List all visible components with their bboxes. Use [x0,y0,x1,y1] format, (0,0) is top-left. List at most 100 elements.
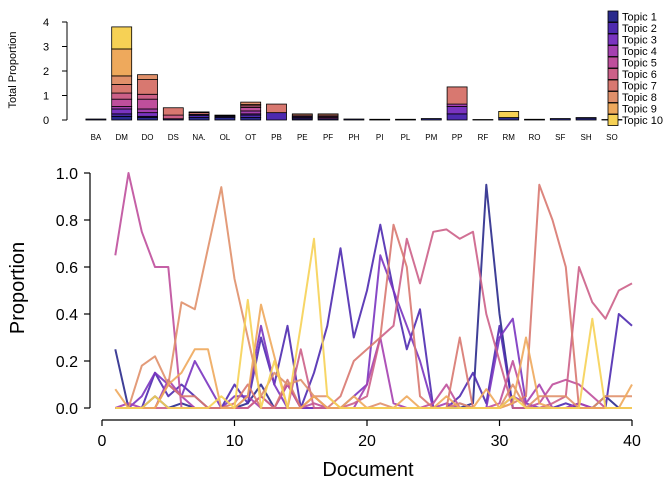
bar-x-tick-label: SH [581,133,592,142]
bar-x-tick-label: OL [220,133,231,142]
legend-entry: Topic 4 [622,46,657,58]
line-x-tick-label: 40 [623,433,641,450]
line-y-tick-label: 0.2 [56,354,78,371]
line-y-tick-label: 0.0 [56,401,78,418]
bar-x-tick-label: RM [502,133,515,142]
bar-segment [137,93,158,100]
bar-segment [137,79,158,95]
line-series-5 [114,172,632,409]
bar-segment [420,118,442,121]
bar-y-tick-label: 0 [43,115,49,127]
bar-x-tick-label: DS [168,133,179,142]
bar-segment [343,118,365,121]
bar-x-tick-label: DM [115,133,128,142]
bar-x-tick-label: RF [478,133,489,142]
legend-entry: Topic 8 [622,92,657,104]
bar-y-axis-label: Total Proportion [7,31,19,108]
bar-x-tick-label: BA [91,133,102,142]
bar-segment [446,113,468,121]
bar-segment [472,119,494,121]
line-axes: 0.0 0.2 0.4 0.6 0.8 1.0 0 10 20 30 40 [56,166,641,450]
bar-y-tick-label: 3 [43,42,49,54]
bar-segment [317,113,339,116]
line-y-tick-label: 1.0 [56,166,78,183]
line-series-4 [114,336,632,409]
bar-x-tick-label: PL [401,133,411,142]
legend-swatch [607,22,619,34]
line-x-tick-label: 20 [358,433,376,450]
legend-swatch [607,45,619,57]
bar-segment [162,107,184,116]
bar-x-tick-label: PP [452,133,463,142]
line-chart: 0.0 0.2 0.4 0.6 0.8 1.0 0 10 20 30 40 Document Pro… [7,166,641,480]
legend-entry: Topic 6 [622,69,657,81]
legend-swatch [607,68,619,80]
legend-swatch [607,10,619,23]
line-x-tick-label: 30 [491,433,509,450]
bar-segment [240,101,262,105]
legend-swatch [607,33,619,46]
bar-x-tick-label: PB [271,133,282,142]
legend-entry: Topic 3 [622,35,657,47]
bar-segment [137,74,158,80]
bar-segment [549,118,571,121]
line-series [114,172,633,409]
bar-segment [111,92,133,100]
bar-x-tick-label: PI [376,133,384,142]
bar-segment [188,111,210,114]
line-series-7 [115,183,632,409]
line-y-tick-label: 0.6 [56,260,78,277]
line-x-tick-label: 10 [226,433,244,450]
bar-segment [137,98,158,110]
bar-x-tick-label: PM [425,133,437,142]
bar-segment [291,113,313,116]
legend-entry: Topic 9 [622,104,657,116]
legend-swatch [607,114,619,126]
line-x-axis-label: Document [322,459,414,480]
legend-entry: Topic 7 [622,81,657,93]
bar-segment [369,118,391,121]
bar-segment [266,112,287,121]
bar-segment [111,75,133,85]
legend-swatch [607,91,619,103]
legend-swatch [607,79,619,92]
line-series-8 [115,186,632,409]
bar-x-tick-label: SF [555,133,565,142]
line-series-3 [115,254,632,409]
bar-segment [524,118,545,121]
bar-segment [137,112,158,117]
bar-segment [395,118,416,121]
bar-segment [111,115,133,121]
bar-x-tick-label: NA. [192,133,205,142]
line-y-tick-label: 0.4 [56,307,78,324]
line-series-1 [114,183,632,409]
bar-x-tick-labels: BA DM DO DS NA. OL OT PB PE PF PH PI PL PM PP RF RM RO SF S… [91,133,618,142]
legend-swatch [607,102,619,115]
bar-segment [446,86,468,105]
bar-segment [162,114,184,120]
bar-stacks [85,26,623,121]
bar-y-tick-label: 4 [43,17,49,29]
bar-segment [85,118,107,121]
legend-entry: Topic 2 [622,23,657,35]
legend-entry: Topic 1 [622,12,657,24]
line-y-axis-label: Proportion [7,242,29,334]
bar-x-tick-label: PH [348,133,359,142]
bar-x-tick-label: DO [142,133,154,142]
bar-segment [137,108,158,114]
bar-segment [575,117,597,119]
bar-segment [111,48,133,77]
legend-entry: Topic 5 [622,58,657,70]
bar-segment [111,98,133,107]
bar-y-tick-label: 2 [43,66,49,78]
bar-segment [498,111,520,118]
bar-x-tick-label: SO [606,133,618,142]
bar-segment [266,103,287,114]
bar-x-tick-label: OT [245,133,256,142]
bar-segment [214,114,236,117]
line-series-10 [115,237,632,409]
bar-y-axis: 0 1 2 3 4 [43,17,68,127]
bar-segment [240,107,262,112]
